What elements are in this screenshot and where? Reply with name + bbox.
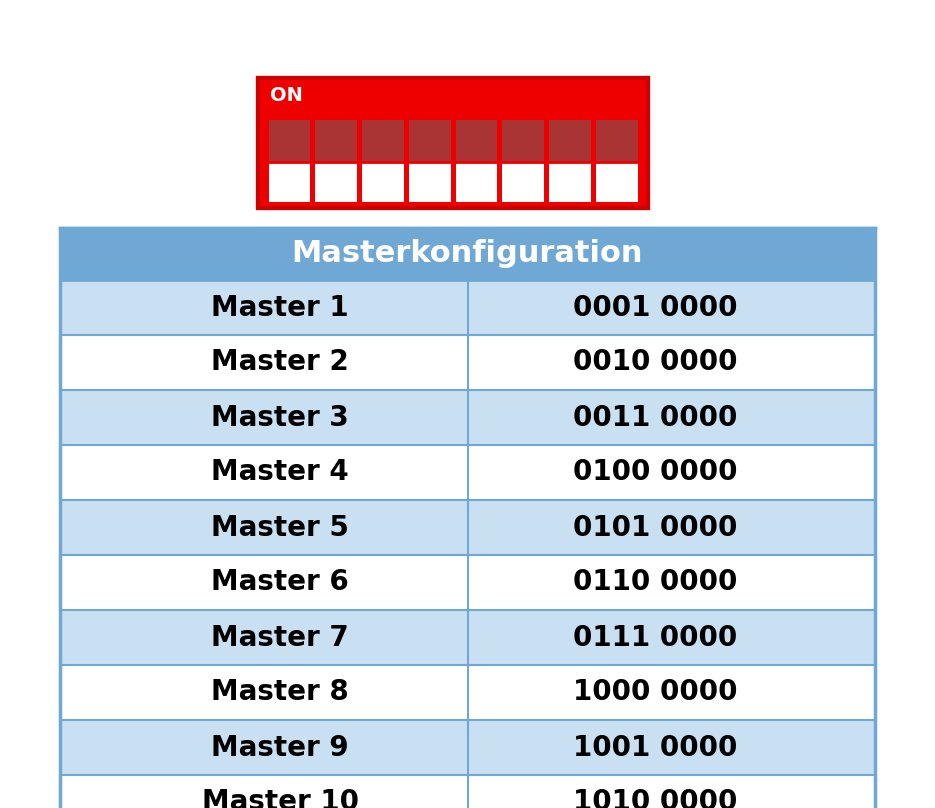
- Bar: [596, 120, 638, 162]
- Text: Masterkonfiguration: Masterkonfiguration: [292, 239, 643, 268]
- Bar: [409, 120, 451, 162]
- Bar: [60, 610, 875, 665]
- Text: Master 10: Master 10: [202, 789, 358, 808]
- Text: 1010 0000: 1010 0000: [573, 789, 737, 808]
- Bar: [549, 120, 591, 162]
- Bar: [502, 163, 544, 202]
- Text: 0111 0000: 0111 0000: [573, 624, 737, 651]
- Text: Master 1: Master 1: [211, 293, 349, 322]
- Bar: [60, 775, 875, 808]
- Bar: [258, 78, 648, 208]
- Text: 0101 0000: 0101 0000: [573, 514, 737, 541]
- Bar: [596, 163, 638, 202]
- Bar: [60, 720, 875, 775]
- Bar: [60, 555, 875, 610]
- Bar: [362, 120, 404, 162]
- Bar: [60, 228, 875, 808]
- Bar: [455, 120, 497, 162]
- Bar: [315, 163, 357, 202]
- Bar: [60, 445, 875, 500]
- Bar: [258, 78, 648, 208]
- Text: 0100 0000: 0100 0000: [573, 458, 737, 486]
- Bar: [60, 665, 875, 720]
- Text: Master 5: Master 5: [211, 514, 349, 541]
- Text: Master 3: Master 3: [211, 403, 349, 431]
- Text: Master 8: Master 8: [211, 679, 349, 706]
- Text: 1001 0000: 1001 0000: [573, 734, 737, 761]
- Bar: [268, 163, 310, 202]
- Text: Master 7: Master 7: [211, 624, 349, 651]
- Text: ON: ON: [270, 86, 303, 105]
- Bar: [60, 228, 875, 280]
- Bar: [315, 120, 357, 162]
- Text: Master 2: Master 2: [211, 348, 349, 377]
- Bar: [549, 163, 591, 202]
- Bar: [60, 500, 875, 555]
- Text: 0011 0000: 0011 0000: [573, 403, 737, 431]
- Bar: [268, 120, 310, 162]
- Bar: [455, 163, 497, 202]
- Bar: [60, 335, 875, 390]
- Text: Master 6: Master 6: [211, 569, 349, 596]
- Text: Master 9: Master 9: [211, 734, 349, 761]
- Bar: [60, 280, 875, 335]
- Bar: [409, 163, 451, 202]
- Bar: [362, 163, 404, 202]
- Bar: [60, 390, 875, 445]
- Bar: [502, 120, 544, 162]
- Text: 0010 0000: 0010 0000: [573, 348, 737, 377]
- Text: Master 4: Master 4: [211, 458, 349, 486]
- Text: 1000 0000: 1000 0000: [573, 679, 737, 706]
- Text: 0001 0000: 0001 0000: [573, 293, 737, 322]
- Text: 0110 0000: 0110 0000: [573, 569, 737, 596]
